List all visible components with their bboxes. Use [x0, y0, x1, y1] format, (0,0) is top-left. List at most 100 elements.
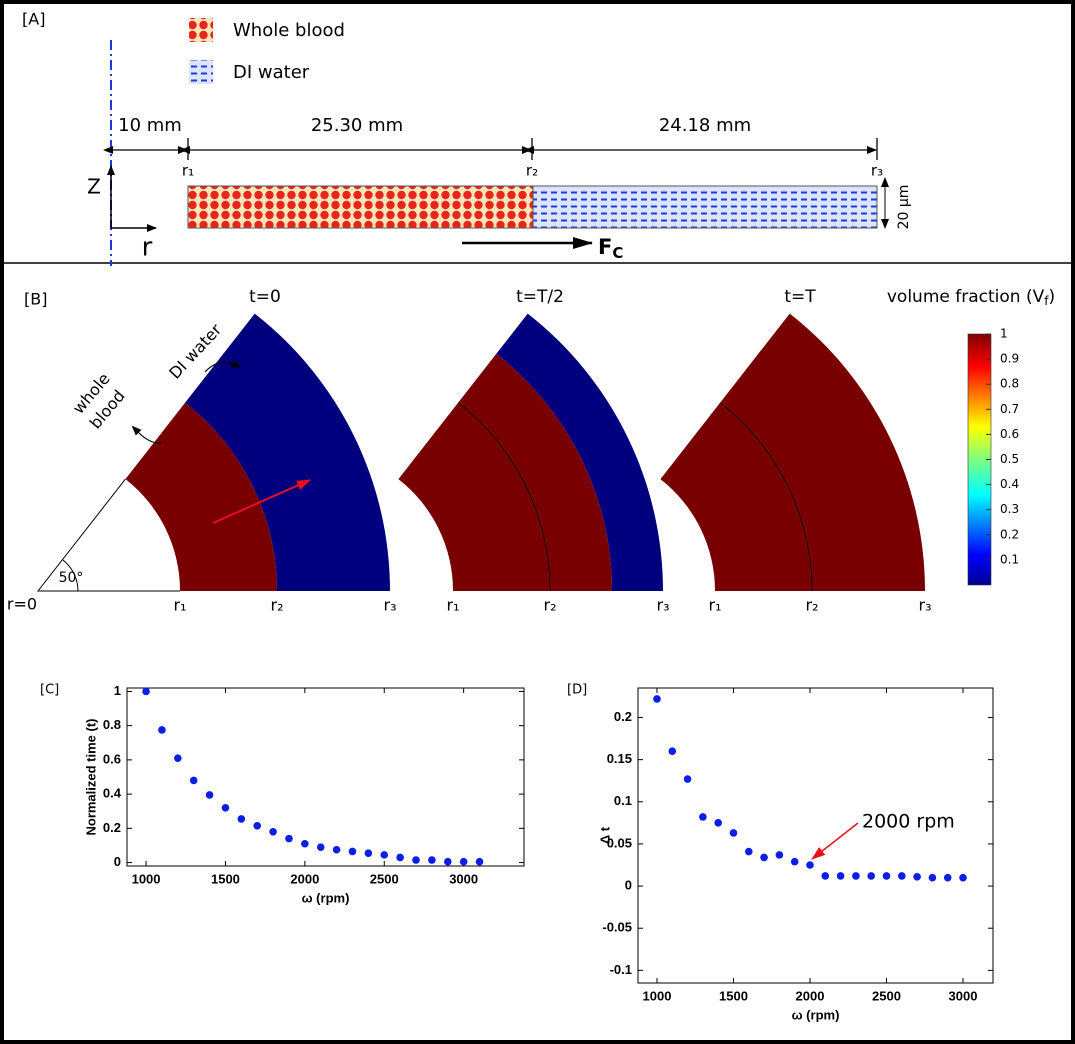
point — [744, 847, 753, 856]
x-tick-label: 2000 — [796, 988, 825, 1003]
point — [475, 857, 484, 866]
point — [253, 821, 262, 830]
annotation: 2000 rpm — [862, 811, 955, 833]
pointer — [131, 425, 162, 444]
point — [443, 857, 452, 866]
point — [237, 815, 246, 823]
dimension-lines — [103, 138, 878, 160]
radius-label: r₁ — [709, 596, 722, 615]
point — [428, 856, 436, 864]
height-label: 20 µm — [896, 185, 912, 230]
y-axis-label: Normalized time (t) — [83, 718, 98, 835]
y-tick-label: 0 — [114, 854, 121, 869]
flow-arrow — [212, 479, 311, 524]
dimension: 24.18 mm — [659, 115, 751, 136]
point — [790, 857, 799, 866]
y-tick-label: 0 — [625, 878, 632, 893]
point — [775, 851, 784, 859]
colorbar-tick-label: 0.6 — [1000, 427, 1019, 441]
force-sub: C — [612, 244, 623, 262]
colorbar-tick-label: 0.5 — [1000, 452, 1019, 466]
point — [174, 754, 182, 762]
radius-label: r₂ — [271, 596, 284, 615]
blood-region — [660, 313, 925, 591]
radius-label: r₃ — [657, 596, 670, 615]
y-tick-label: -0.05 — [602, 920, 632, 935]
pointer — [204, 359, 242, 373]
point — [316, 843, 325, 851]
point — [332, 845, 341, 854]
point — [269, 827, 277, 836]
point — [760, 853, 768, 862]
colorbar-title: volume fraction (Vf) — [887, 287, 1055, 308]
point — [348, 847, 357, 856]
plot-area — [637, 687, 994, 984]
point — [205, 791, 214, 799]
point — [653, 695, 661, 703]
y-tick-label: -0.1 — [610, 962, 632, 977]
charts: [C] 1000 1500 2000 2500 3000 0 0.2 0.4 0.6 0.8 1 ω (… — [40, 683, 994, 1022]
legend-label: Whole blood — [233, 20, 345, 41]
radius-label: r₃ — [384, 596, 397, 615]
point — [913, 873, 921, 881]
y-tick-label: 0.15 — [607, 751, 632, 766]
title-text: volume fraction (V — [887, 287, 1045, 307]
y-tick-label: 0.2 — [614, 709, 632, 724]
x-tick-label: 2500 — [370, 871, 399, 886]
point — [714, 819, 722, 827]
point — [806, 861, 814, 869]
y-tick-label: 0.2 — [103, 820, 121, 835]
water-channel — [532, 185, 878, 229]
sectors: r₁ r₂ r₃ r₁ r₂ r₃ r₁ r₂ r₃ — [36, 313, 932, 615]
point — [882, 872, 891, 880]
legend-label: DI water — [233, 62, 310, 83]
point — [380, 851, 389, 859]
point — [943, 873, 952, 882]
point — [459, 857, 468, 866]
annotation-arrow — [811, 822, 859, 860]
radius-label: r₂ — [526, 162, 538, 180]
angle-arc — [62, 559, 79, 592]
colorbar-tick-label: 0.1 — [1000, 552, 1019, 566]
x-tick-label: 3000 — [449, 871, 478, 886]
point — [699, 813, 707, 821]
interface — [719, 402, 813, 592]
x-tick-label: 1500 — [211, 871, 240, 886]
x-tick-label: 1000 — [132, 871, 161, 886]
point — [285, 834, 293, 843]
blood-channel — [187, 185, 534, 229]
point — [683, 775, 692, 783]
plot-area — [126, 687, 525, 867]
point — [898, 872, 906, 880]
point — [729, 829, 738, 837]
y-tick-label: 1 — [114, 683, 121, 698]
radius-label: r₃ — [871, 162, 883, 180]
panel-label: [C] — [40, 683, 59, 698]
dimension: 10 mm — [118, 115, 182, 136]
angle-label: 50° — [59, 570, 84, 586]
point — [412, 856, 420, 864]
y-tick-label: 0.8 — [103, 717, 121, 732]
point — [221, 804, 230, 812]
point — [364, 849, 373, 857]
force-base: F — [598, 235, 612, 259]
r-label: r — [142, 233, 153, 263]
water-region — [496, 313, 663, 591]
panel-label: [A] — [22, 10, 45, 29]
point — [301, 839, 309, 848]
point — [821, 872, 830, 880]
blood-region — [125, 402, 278, 591]
time-label: t=T/2 — [516, 287, 564, 307]
point — [668, 747, 677, 756]
point — [142, 687, 150, 696]
x-tick-label: 1000 — [643, 988, 672, 1003]
colorbar-tick-label: 0.9 — [1000, 352, 1019, 366]
point — [158, 726, 166, 734]
radius-label: r₂ — [806, 596, 819, 615]
panel-label: [D] — [567, 683, 587, 698]
water-region — [185, 313, 390, 591]
origin-label: r=0 — [7, 595, 37, 614]
colorbar-tick-label: 0.3 — [1000, 502, 1019, 516]
colorbar-tick-label: 0.4 — [1000, 477, 1019, 491]
